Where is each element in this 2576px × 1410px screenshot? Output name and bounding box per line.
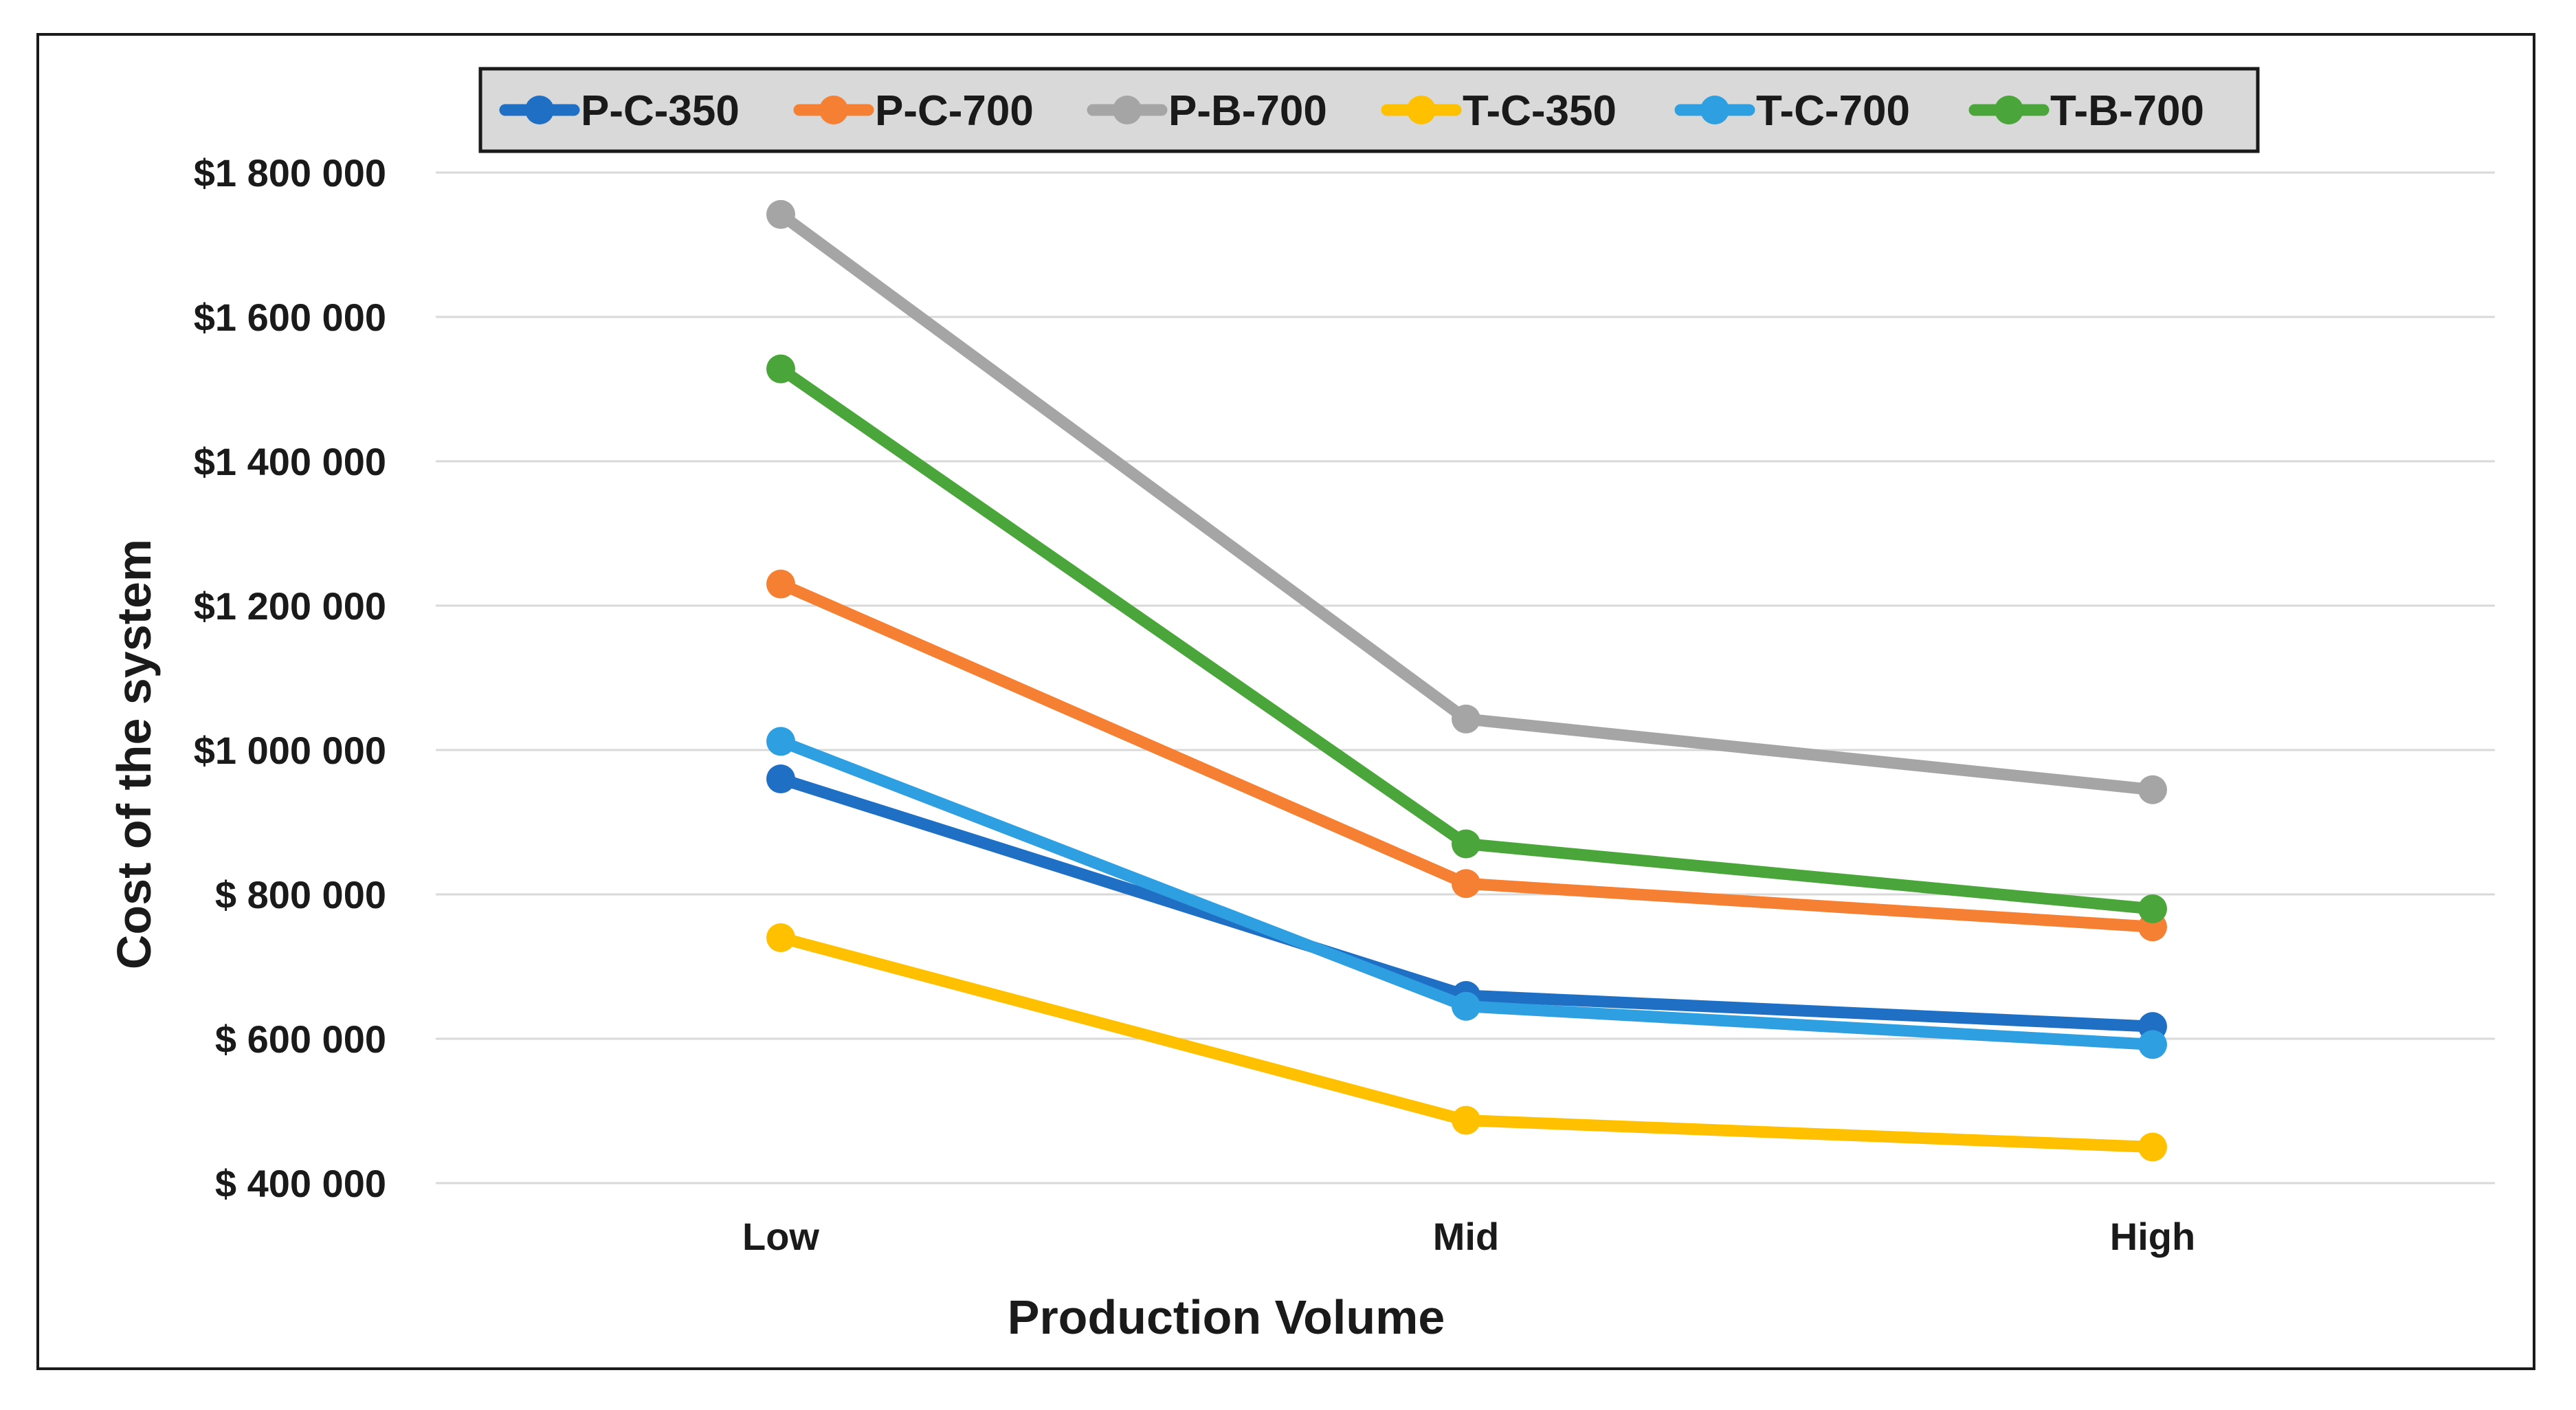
x-axis-title: Production Volume: [1008, 1290, 1445, 1344]
x-tick-label: High: [2110, 1215, 2195, 1258]
data-point: [1452, 991, 1480, 1021]
legend-swatch-marker: [525, 96, 554, 124]
y-tick-label: $1 600 000: [194, 296, 386, 339]
legend-box: [478, 67, 2260, 153]
data-point: [2138, 1030, 2167, 1059]
legend: P-C-350 P-C-700 P-B-700 T-C-350 T-C-700 T-B-7…: [478, 67, 2260, 153]
series-t-c-350: [766, 923, 2167, 1162]
data-point: [766, 727, 795, 756]
data-point: [1452, 704, 1480, 734]
y-tick-label: $1 000 000: [194, 729, 386, 772]
data-point: [2138, 1132, 2167, 1162]
gridlines: [436, 171, 2495, 1185]
y-tick-label: $1 400 000: [194, 440, 386, 483]
legend-item-t-c-350: T-C-350: [1381, 87, 1617, 135]
data-point: [1452, 1105, 1480, 1135]
series-p-b-700: [766, 199, 2167, 804]
data-point: [1452, 869, 1480, 899]
legend-item-p-b-700: P-B-700: [1087, 87, 1327, 135]
legend-swatch-marker: [1407, 96, 1436, 124]
series-t-b-700: [766, 354, 2167, 923]
series-line: [775, 208, 2159, 796]
legend-label: P-C-350: [581, 87, 740, 135]
data-point: [2138, 775, 2167, 804]
data-point: [766, 199, 795, 229]
y-axis-title: Cost of the system: [107, 539, 161, 969]
legend-swatch-marker: [1700, 96, 1729, 124]
x-tick-label: Low: [742, 1215, 819, 1258]
legend-swatch-marker: [1995, 96, 2023, 124]
y-tick-label: $ 600 000: [215, 1017, 386, 1061]
legend-label: T-C-350: [1463, 87, 1617, 135]
data-point: [1452, 829, 1480, 859]
legend-label: P-B-700: [1168, 87, 1327, 135]
data-point: [766, 923, 795, 952]
legend-label: P-C-700: [875, 87, 1034, 135]
y-tick-label: $1 200 000: [194, 584, 386, 628]
series-t-c-700: [766, 727, 2167, 1059]
y-tick-label: $1 800 000: [194, 151, 386, 195]
series-lines: [766, 199, 2167, 1162]
data-point: [766, 569, 795, 599]
data-point: [2138, 894, 2167, 923]
data-point: [766, 354, 795, 384]
legend-label: T-C-700: [1756, 87, 1910, 135]
series-line: [775, 363, 2159, 915]
legend-item-p-c-700: P-C-700: [793, 87, 1034, 135]
legend-label: T-B-700: [2050, 87, 2204, 135]
chart-frame: $ 400 000 $ 600 000 $ 800 000 $1 000 000 $1 …: [36, 33, 2535, 1370]
y-tick-label: $ 400 000: [215, 1162, 386, 1205]
y-tick-label: $ 800 000: [215, 873, 386, 916]
legend-item-t-b-700: T-B-700: [1968, 87, 2204, 135]
legend-item-t-c-700: T-C-700: [1674, 87, 1910, 135]
x-tick-label: Mid: [1433, 1215, 1499, 1258]
legend-swatch-marker: [1113, 96, 1142, 124]
x-axis-ticks: Low Mid High: [742, 1215, 2195, 1258]
legend-swatch-marker: [819, 96, 848, 124]
data-point: [766, 764, 795, 793]
line-chart: $ 400 000 $ 600 000 $ 800 000 $1 000 000 $1 …: [107, 67, 2495, 1344]
legend-item-p-c-350: P-C-350: [499, 87, 740, 135]
y-axis-ticks: $ 400 000 $ 600 000 $ 800 000 $1 000 000 $1 …: [194, 151, 386, 1205]
